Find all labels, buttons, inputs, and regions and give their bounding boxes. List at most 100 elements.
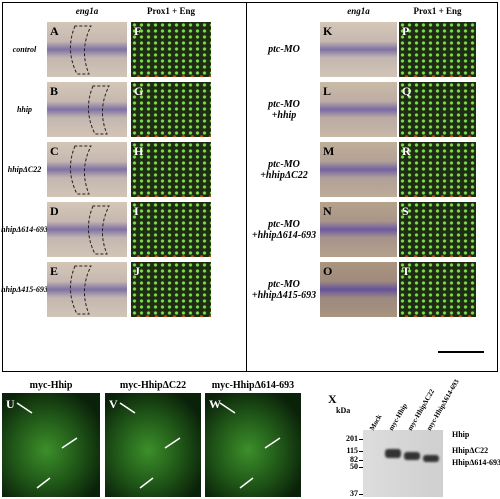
overlay: [119, 402, 181, 489]
marker-label: 37: [350, 489, 358, 498]
panel-letter: A: [50, 24, 59, 38]
marker-label: 201: [346, 434, 358, 443]
panel-letter: O: [323, 264, 333, 278]
row-label: ptc-MO +hhipΔ614-693: [250, 202, 318, 257]
column-header: eng1a: [75, 6, 99, 16]
row-label: hhip: [16, 105, 33, 114]
panel-letter: R: [402, 144, 411, 158]
eng1a-image: [320, 202, 397, 257]
eng1a-image: [47, 262, 127, 317]
row-label-line: ptc-MO: [268, 218, 300, 230]
panel-letter: N: [323, 204, 332, 218]
panel-letter: I: [134, 204, 139, 218]
row-label-line: +hhip: [271, 109, 297, 121]
overlay: [70, 145, 92, 195]
row-label-line: +hhipΔC22: [260, 169, 308, 181]
panel-letter: P: [402, 24, 410, 38]
blot: [363, 430, 443, 497]
row-label: ptc-MO: [250, 22, 318, 77]
row-label-line: ptc-MO: [268, 44, 300, 55]
overlay: [219, 402, 281, 489]
band-label: Hhip: [452, 430, 470, 439]
row-label: hhipΔ614-693: [1, 225, 48, 234]
panel-letter: J: [134, 264, 140, 278]
overlay: [70, 265, 92, 315]
prox-image: [131, 202, 211, 257]
panel-letter: E: [50, 264, 59, 278]
marker-label: 115: [346, 446, 358, 455]
confocal-image: [2, 393, 100, 497]
prox-image: [399, 22, 476, 77]
marker-label: 50: [350, 462, 358, 471]
column-header: Prox1 + Eng: [413, 6, 462, 16]
prox-image: [131, 142, 211, 197]
eng1a-image: [320, 82, 397, 137]
overlay: [88, 85, 110, 135]
band-label: HhipΔ614-693: [452, 458, 500, 467]
prox-image: [131, 22, 211, 77]
marker-tick: [359, 451, 363, 452]
marker-tick: [359, 460, 363, 461]
marker-label: 82: [350, 455, 358, 464]
row-label-line: +hhipΔ415-693: [251, 289, 317, 301]
row-label-line: ptc-MO: [268, 158, 300, 170]
row-label: control: [12, 45, 37, 54]
lane-label: myc-HhipΔ614-693: [425, 378, 461, 432]
row-label-line: +hhipΔ614-693: [251, 229, 317, 241]
eng1a-image: [47, 202, 127, 257]
band: [404, 452, 420, 460]
panel-letter: M: [323, 144, 335, 158]
panel-letter: V: [109, 397, 118, 411]
prox-image: [399, 82, 476, 137]
eng1a-image: [47, 82, 127, 137]
panel-letter: U: [6, 397, 15, 411]
prox-image: [399, 202, 476, 257]
panel-letter: B: [50, 84, 59, 98]
prox-image: [399, 142, 476, 197]
panel-label: myc-HhipΔC22: [119, 380, 187, 391]
marker-tick: [359, 494, 363, 495]
band: [385, 449, 401, 458]
panel-letter: C: [50, 144, 59, 158]
band: [423, 455, 439, 462]
prox-image: [131, 262, 211, 317]
confocal-image: [105, 393, 201, 497]
row-label-line: ptc-MO: [268, 278, 300, 290]
panel-letter: D: [50, 204, 59, 218]
scale-bar: [438, 351, 484, 353]
panel-label: myc-Hhip: [29, 380, 73, 391]
column-header: eng1a: [347, 6, 370, 16]
eng1a-image: [47, 22, 127, 77]
panel-label: myc-HhipΔ614-693: [211, 380, 295, 391]
marker-tick: [359, 439, 363, 440]
panel-letter: L: [323, 84, 332, 98]
prox-image: [399, 262, 476, 317]
eng1a-image: [320, 262, 397, 317]
panel-letter: X: [328, 392, 337, 406]
overlay: [70, 25, 92, 75]
row-label: hhipΔC22: [7, 165, 42, 174]
panel-letter: G: [134, 84, 144, 98]
overlay: [16, 402, 78, 489]
panel-letter: S: [402, 204, 409, 218]
confocal-image: [205, 393, 301, 497]
row-label: ptc-MO +hhipΔC22: [250, 142, 318, 197]
marker-tick: [359, 467, 363, 468]
panel-letter: W: [209, 397, 221, 411]
row-label: ptc-MO +hhip: [250, 82, 318, 137]
row-label: hhipΔ415-693: [1, 285, 48, 294]
overlay: [88, 205, 110, 255]
panel-letter: Q: [402, 84, 412, 98]
panel-letter: K: [323, 24, 333, 38]
eng1a-image: [47, 142, 127, 197]
panel-letter: H: [134, 144, 144, 158]
eng1a-image: [320, 22, 397, 77]
column-header: Prox1 + Eng: [147, 6, 195, 16]
prox-image: [131, 82, 211, 137]
panel-letter: T: [402, 264, 411, 278]
row-label-line: ptc-MO: [268, 98, 300, 110]
eng1a-image: [320, 142, 397, 197]
unit-label: kDa: [336, 406, 351, 415]
panel-letter: F: [134, 24, 142, 38]
